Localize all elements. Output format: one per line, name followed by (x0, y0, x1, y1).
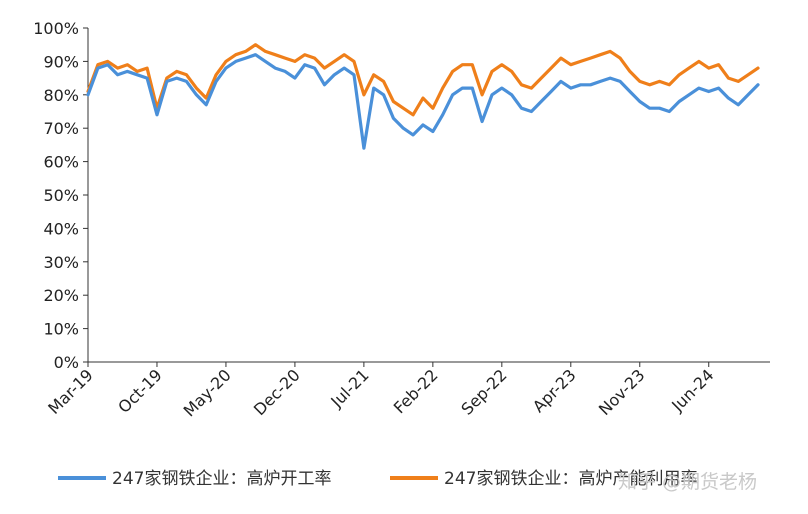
y-tick-label: 80% (43, 86, 79, 105)
y-tick-label: 40% (43, 219, 79, 238)
legend-label-1: 247家钢铁企业：高炉开工率 (112, 469, 331, 489)
x-tick-label: Jul-21 (326, 365, 372, 411)
series-layer (86, 43, 760, 150)
x-tick-label: Mar-19 (44, 365, 97, 418)
legend-label-2: 247家钢铁企业：高炉产能利用率 (444, 469, 697, 489)
watermark-text: 知乎 @期货老杨 (618, 471, 757, 493)
y-axis-ticks: 0% 10% 20% 30% 40% 50% 60% 70% 80% 90% 100% (33, 19, 88, 372)
y-tick-label: 90% (43, 52, 79, 71)
x-tick-label: Feb-22 (390, 365, 442, 417)
legend: 247家钢铁企业：高炉开工率 247家钢铁企业：高炉产能利用率 (58, 469, 697, 489)
x-tick-label: May-20 (180, 365, 235, 420)
series-line-2 (86, 43, 760, 117)
y-tick-label: 60% (43, 153, 79, 172)
x-tick-label: Dec-20 (250, 365, 304, 419)
x-tick-label: Sep-22 (457, 365, 510, 418)
y-tick-label: 70% (43, 119, 79, 138)
y-tick-label: 100% (33, 19, 79, 38)
x-axis-ticks: Mar-19 Oct-19 May-20 Dec-20 Jul-21 Feb-22 Sep-… (44, 362, 718, 421)
x-tick-label: Jun-24 (667, 365, 717, 415)
y-tick-label: 0% (54, 353, 79, 372)
x-tick-label: Oct-19 (114, 365, 165, 416)
y-tick-label: 20% (43, 286, 79, 305)
y-tick-label: 30% (43, 253, 79, 272)
y-tick-label: 50% (43, 186, 79, 205)
x-tick-label: Apr-23 (529, 365, 580, 416)
x-tick-label: Nov-23 (595, 365, 649, 419)
y-tick-label: 10% (43, 320, 79, 339)
series-line-1 (86, 53, 760, 150)
